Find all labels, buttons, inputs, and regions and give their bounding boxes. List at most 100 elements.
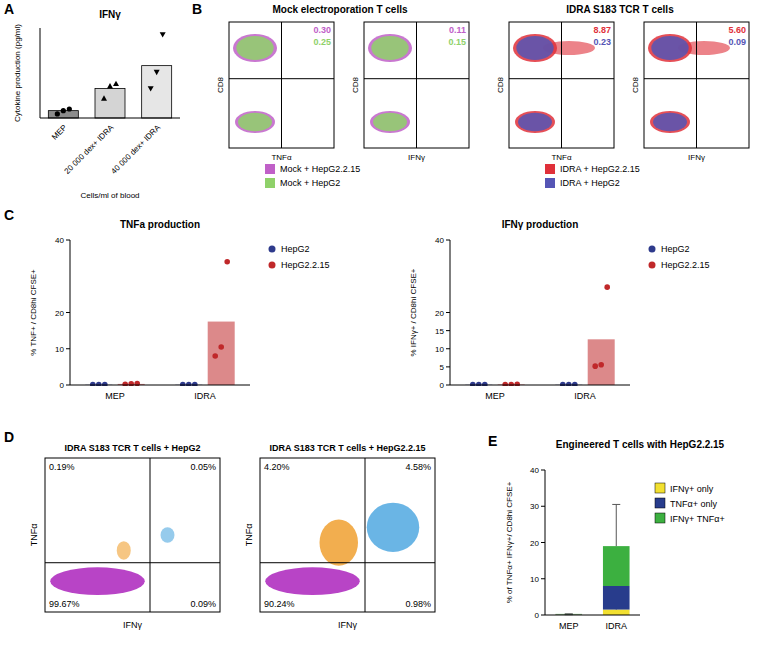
cell-cloud <box>367 503 420 552</box>
quadrant-value: 99.67% <box>49 599 80 609</box>
y-tick <box>66 385 70 386</box>
frame <box>260 458 435 612</box>
y-tick-label: 40 <box>435 236 444 245</box>
title: IDRA S183 TCR T cells + HepG2 <box>65 443 201 453</box>
y-tick-label: 0 <box>60 381 65 390</box>
quadrant-value: 90.24% <box>264 599 295 609</box>
cell-cloud <box>238 113 272 132</box>
cell-cloud <box>650 111 690 133</box>
bar <box>588 339 615 385</box>
y-tick-label: 10 <box>435 345 444 354</box>
legend-label: TNFα+ only <box>670 499 717 509</box>
plot-area <box>555 504 629 615</box>
point <box>113 81 119 86</box>
y-label: CD8 <box>631 76 640 93</box>
legend-label: HepG2 <box>281 244 310 254</box>
gate-line <box>696 22 697 148</box>
gate-line <box>365 458 366 612</box>
plot-area <box>48 32 171 118</box>
legend-label: HepG2.2.15 <box>281 260 330 270</box>
frame <box>364 22 469 148</box>
x-label: TNFα <box>271 153 292 162</box>
gate-line <box>260 562 435 563</box>
y-label: Cytokine production (pg/ml) <box>13 24 22 122</box>
legend-swatch <box>649 262 656 269</box>
frame <box>644 22 749 148</box>
bar <box>603 586 630 610</box>
y-tick <box>66 348 70 349</box>
flow-plot <box>509 22 614 148</box>
y-tick <box>541 542 545 543</box>
point <box>107 83 113 88</box>
bar <box>603 546 630 586</box>
bar <box>142 66 172 118</box>
cell-cloud <box>161 527 175 542</box>
cell-cloud <box>371 36 408 60</box>
frame <box>229 22 334 148</box>
x-label: Cells/ml of blood <box>80 191 139 200</box>
x-label: IFNγ <box>338 620 357 630</box>
y-tick-label: 15 <box>435 327 444 336</box>
y-label: CD8 <box>351 76 360 93</box>
y-tick-label: 20 <box>530 539 539 548</box>
gate-line <box>45 562 220 563</box>
legend-label: HepG2 <box>661 244 690 254</box>
point <box>61 108 66 113</box>
y-tick-label: 20 <box>435 309 444 318</box>
legend-swatch <box>649 246 656 253</box>
quadrant-value: 0.19% <box>49 462 75 472</box>
gate-value: 0.25 <box>313 37 331 47</box>
x-axis <box>545 615 640 616</box>
legend-swatch <box>655 483 665 493</box>
quadrant-value: 4.20% <box>264 462 290 472</box>
x-tick-label: 40 000 dex+ IDRA <box>109 123 162 176</box>
cell-cloud <box>373 113 407 132</box>
x-label: TNFα <box>551 153 572 162</box>
gate-line <box>150 458 151 612</box>
legend-swatch <box>265 178 275 188</box>
y-tick-label: 5 <box>440 363 445 372</box>
cell-cloud <box>653 113 687 132</box>
title: IDRA S183 TCR T cells <box>566 4 674 15</box>
y-tick-label: 30 <box>530 502 539 511</box>
point <box>592 363 598 369</box>
cell-cloud <box>516 36 553 60</box>
x-tick-label: 20 000 dex+ IDRA <box>63 123 116 176</box>
gate-line <box>644 78 749 79</box>
flow-plot <box>364 22 469 148</box>
y-tick <box>541 470 545 471</box>
cell-cloud <box>648 34 692 62</box>
y-label: % IFNγ+ / CD8hi CFSE+ <box>409 268 418 356</box>
cell-cloud <box>235 111 275 133</box>
gate-value: 0.30 <box>313 25 331 35</box>
y-tick <box>446 240 450 241</box>
y-tick-label: 10 <box>530 575 539 584</box>
x-tick-label: IDRA <box>194 391 216 401</box>
legend-label: IFNγ+ TNFα+ <box>670 514 725 524</box>
gate-value: 8.87 <box>593 25 611 35</box>
gate-line <box>281 22 282 148</box>
y-tick <box>446 330 450 331</box>
title: Mock electroporation T cells <box>272 4 407 15</box>
x-axis <box>40 118 180 119</box>
y-tick-label: 40 <box>530 466 539 475</box>
frame <box>45 458 220 612</box>
x-tick-label: IDRA <box>605 621 627 631</box>
cell-cloud <box>236 36 273 60</box>
y-axis <box>40 28 41 118</box>
legend-swatch <box>265 164 275 174</box>
point <box>154 70 160 75</box>
legend-swatch <box>655 513 665 523</box>
y-tick <box>541 578 545 579</box>
cell-cloud <box>518 113 552 132</box>
panel-letter: D <box>4 429 14 445</box>
gate-line <box>364 78 469 79</box>
y-tick-label: 0 <box>535 611 540 620</box>
error-bar <box>612 504 620 546</box>
bar <box>95 89 125 118</box>
bar <box>208 322 235 385</box>
x-tick-label: MEP <box>50 123 69 142</box>
cell-cloud <box>233 34 277 62</box>
flow-plot <box>260 458 435 612</box>
flow-plot <box>45 458 220 612</box>
